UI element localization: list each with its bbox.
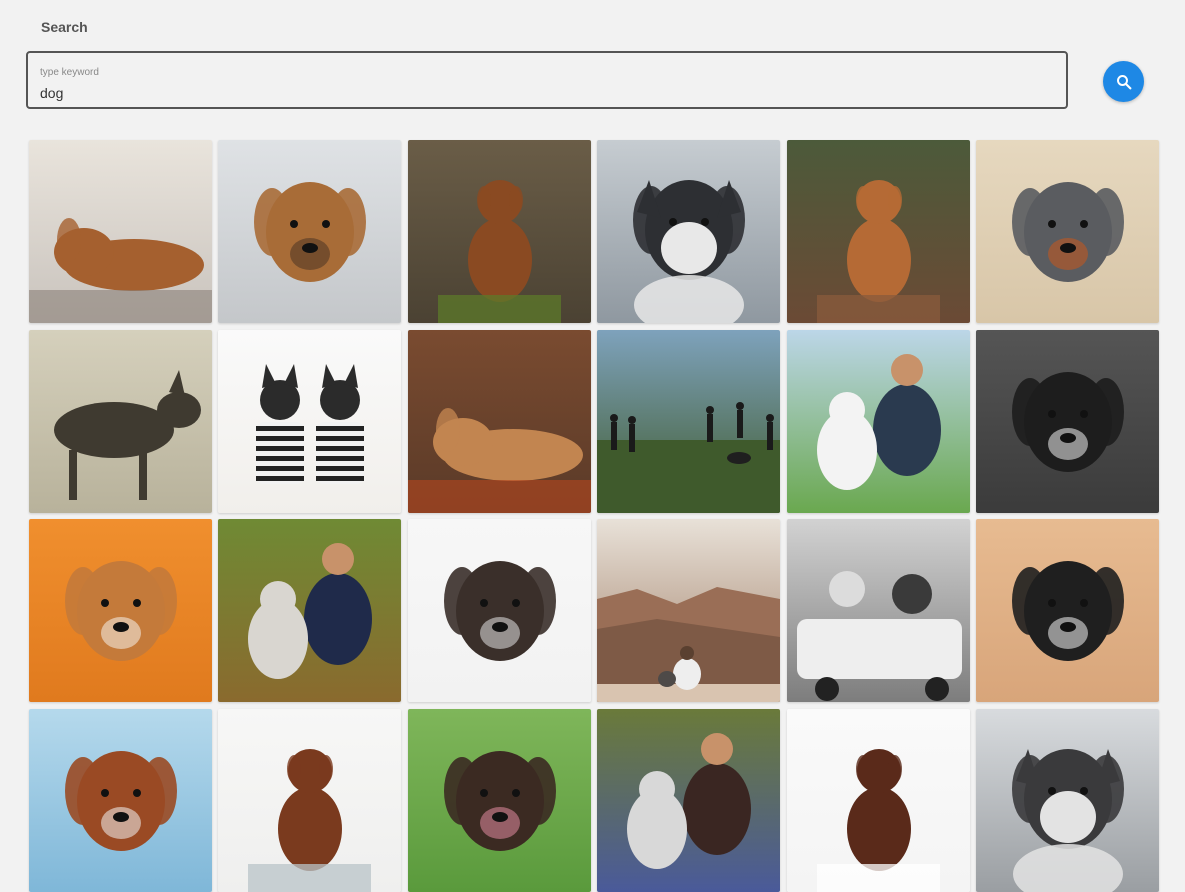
- result-image[interactable]: [29, 329, 212, 513]
- result-image[interactable]: [407, 329, 591, 513]
- toller-in-autumn-bushes: [786, 140, 970, 323]
- sled-husky-with-harness: [975, 708, 1159, 892]
- people-walking-dogs-in-field: [597, 329, 781, 513]
- result-image[interactable]: [407, 140, 591, 323]
- result-image[interactable]: [218, 519, 402, 702]
- result-image[interactable]: [786, 329, 970, 513]
- husky-sitting-on-pavement: [597, 140, 781, 323]
- search-button[interactable]: [1103, 61, 1144, 102]
- page-title: Search: [41, 19, 88, 35]
- result-image[interactable]: [786, 708, 970, 892]
- merle-border-collie-with-basketball: [975, 140, 1159, 323]
- result-image[interactable]: [786, 519, 970, 702]
- result-image[interactable]: [975, 708, 1159, 892]
- golden-retriever-lying-on-beach: [29, 140, 212, 323]
- result-image[interactable]: [597, 329, 781, 513]
- golden-retriever-in-snow: [218, 140, 402, 323]
- person-and-dog-at-canyon: [597, 519, 781, 702]
- setter-with-bandana-taking-treat: [218, 708, 402, 892]
- child-and-dog-in-wagon: [786, 519, 970, 702]
- result-image[interactable]: [407, 519, 591, 702]
- shih-tzu-portrait: [975, 519, 1159, 702]
- african-wild-dog-in-grass: [29, 329, 212, 513]
- search-field-label: type keyword: [40, 67, 99, 78]
- toller-sitting-on-mossy-stump: [407, 140, 591, 323]
- child-hugging-husky-in-autumn: [218, 519, 402, 702]
- search-field[interactable]: type keyword: [26, 51, 1068, 109]
- results-grid: [29, 140, 1159, 892]
- chocolate-lab-puppy-in-grass: [407, 708, 591, 892]
- result-image[interactable]: [786, 140, 970, 323]
- result-image[interactable]: [597, 519, 781, 702]
- setter-puppy-with-snow-on-nose: [29, 708, 212, 892]
- spaniel-lying-in-autumn-leaves: [407, 329, 591, 513]
- two-boston-terriers-in-striped-shirts: [218, 329, 402, 513]
- result-image[interactable]: [597, 708, 781, 892]
- result-image[interactable]: [218, 140, 402, 323]
- springer-spaniel-in-snow: [786, 708, 970, 892]
- result-image[interactable]: [975, 329, 1159, 513]
- result-image[interactable]: [29, 708, 212, 892]
- result-image[interactable]: [975, 140, 1159, 323]
- search-input[interactable]: [40, 83, 1040, 103]
- man-playing-with-white-dog: [786, 329, 970, 513]
- result-image[interactable]: [597, 140, 781, 323]
- boston-terrier-portrait: [975, 329, 1159, 513]
- corgi-on-orange-background: [29, 519, 212, 702]
- result-image[interactable]: [29, 519, 212, 702]
- pug-in-white-hoodie: [407, 519, 591, 702]
- result-image[interactable]: [975, 519, 1159, 702]
- result-image[interactable]: [29, 140, 212, 323]
- result-image[interactable]: [218, 329, 402, 513]
- result-image[interactable]: [218, 708, 402, 892]
- search-icon: [1116, 74, 1131, 89]
- result-image[interactable]: [407, 708, 591, 892]
- woman-with-husky-in-flowers: [597, 708, 781, 892]
